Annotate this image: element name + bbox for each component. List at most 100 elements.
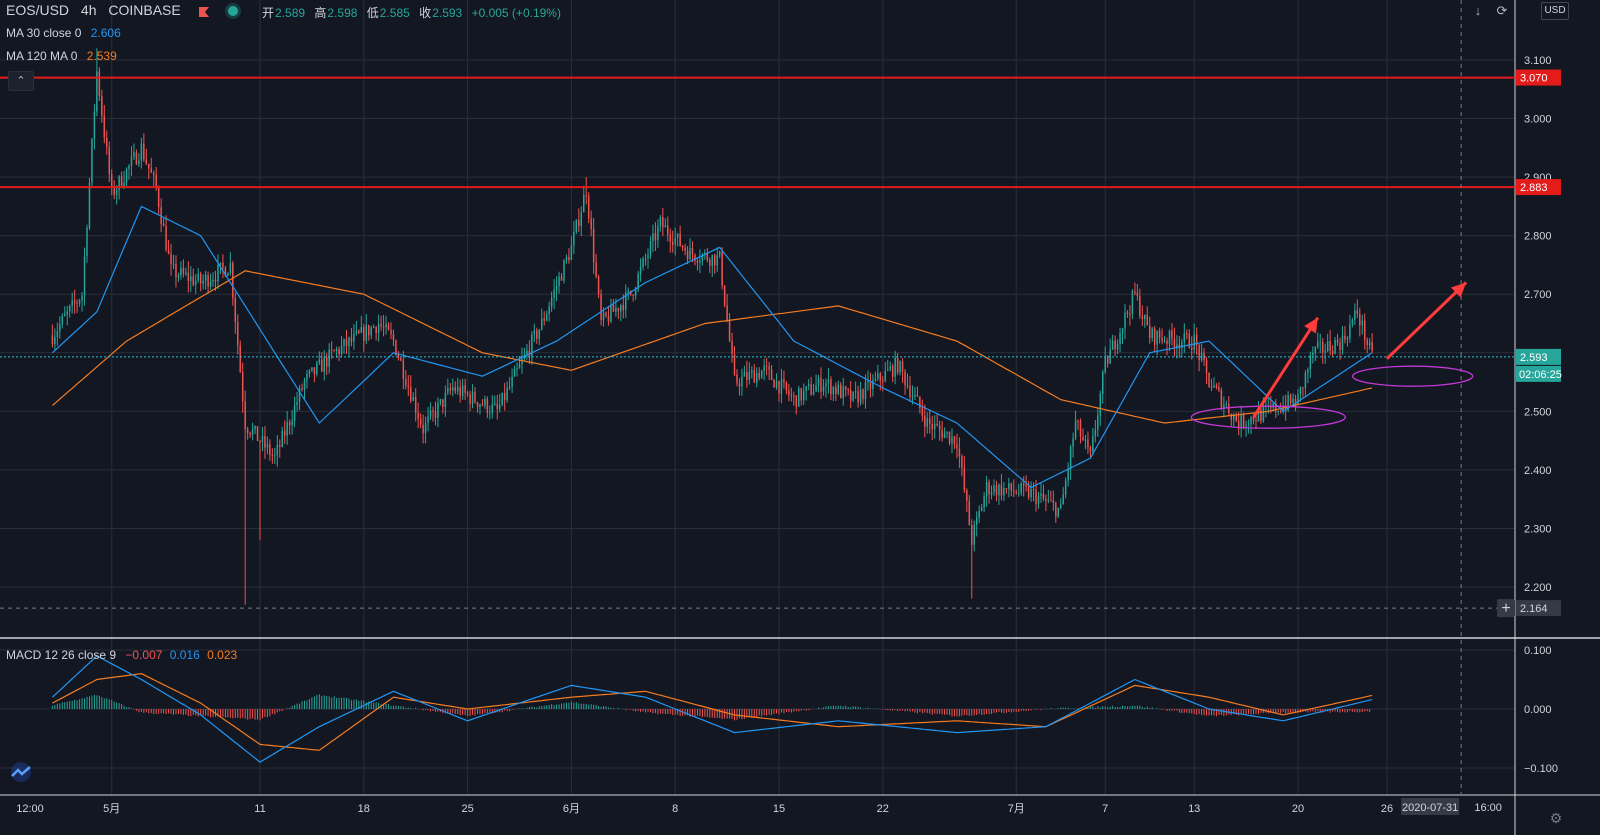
candle-body — [155, 174, 157, 188]
candle-body — [405, 379, 407, 386]
candle-body — [929, 418, 931, 424]
candle-body — [197, 273, 199, 281]
candle-body — [224, 267, 227, 277]
candle-body — [266, 444, 269, 448]
candle-body — [1208, 372, 1210, 387]
price-tick-label: 2.800 — [1524, 231, 1552, 243]
candle-body — [1193, 334, 1195, 350]
candle-body — [1047, 500, 1050, 502]
candle-body — [538, 329, 541, 339]
candle-body — [558, 276, 560, 287]
countdown-tag: 02:06:25 — [1519, 369, 1562, 381]
candle-body — [237, 322, 239, 346]
symbol-name[interactable]: EOS/USD — [6, 2, 70, 18]
close-label: 收 — [419, 6, 432, 20]
change-value: +0.005 (+0.19%) — [471, 6, 561, 20]
candle-body — [733, 354, 736, 375]
candle-body — [494, 403, 496, 405]
candle-body — [1022, 483, 1025, 486]
candle-body — [1190, 347, 1193, 350]
candle-body — [1010, 483, 1013, 491]
candle-body — [1341, 335, 1344, 351]
candle-body — [333, 350, 335, 352]
candle-body — [1334, 340, 1336, 354]
candle-body — [550, 298, 553, 307]
candle-body — [639, 267, 642, 274]
candle-body — [489, 412, 491, 414]
candle-body — [659, 217, 662, 227]
ohlc-readout: 开2.589 高2.598 低2.585 收2.593 +0.005 (+0.1… — [262, 4, 561, 21]
candle-body — [484, 398, 486, 406]
candle-body — [54, 336, 56, 344]
ma120-legend[interactable]: MA 120 MA 0 2.539 — [6, 49, 117, 63]
refresh-icon[interactable]: ⟳ — [1496, 3, 1508, 18]
candle-body — [1074, 420, 1077, 439]
candle-body — [847, 389, 849, 391]
candle-body — [669, 234, 672, 242]
candle-body — [716, 255, 718, 266]
candle-body — [390, 329, 392, 335]
candle-body — [1059, 504, 1062, 508]
candle-body — [904, 371, 906, 386]
resistance-mid-tag: 2.883 — [1520, 182, 1548, 194]
candle-body — [652, 233, 654, 242]
candle-body — [859, 389, 862, 403]
ma30-value: 2.606 — [90, 26, 121, 40]
tradingview-logo-icon[interactable] — [8, 762, 34, 782]
candle-body — [1151, 328, 1153, 339]
time-tick-label: 5月 — [103, 803, 120, 815]
low-value: 2.585 — [379, 6, 410, 20]
interval-label[interactable]: 4h — [80, 2, 97, 18]
macd-line — [51, 655, 1373, 763]
macd-signal-line — [52, 672, 1373, 751]
candle-body — [768, 366, 770, 370]
candle-body — [115, 189, 118, 196]
candle-body — [1079, 420, 1082, 437]
currency-button[interactable]: USD — [1541, 2, 1569, 20]
symbol-title[interactable]: EOS/USD 4h COINBASE — [6, 2, 181, 18]
candle-body — [93, 111, 96, 139]
candle-body — [971, 525, 973, 545]
candle-body — [699, 260, 701, 263]
candle-body — [785, 382, 788, 391]
gear-icon[interactable]: ⚙ — [1549, 810, 1563, 826]
candle-body — [1183, 333, 1186, 343]
candle-body — [1324, 351, 1326, 353]
flag-icon[interactable] — [198, 6, 210, 18]
crosshair-date-bg — [1401, 798, 1460, 815]
candle-body — [1272, 403, 1275, 408]
candle-body — [1210, 386, 1213, 388]
candle-body — [73, 300, 76, 304]
candle-body — [64, 314, 66, 316]
candle-body — [1230, 413, 1233, 420]
candle-body — [1017, 492, 1020, 494]
candle-body — [306, 373, 308, 381]
candle-body — [496, 403, 499, 410]
candle-body — [1032, 489, 1035, 491]
candle-body — [145, 159, 148, 164]
ma30-legend[interactable]: MA 30 close 0 2.606 — [6, 26, 121, 40]
candle-body — [1099, 394, 1102, 416]
candle-body — [363, 327, 365, 341]
last-price-tag-bg — [1516, 348, 1561, 365]
candle-body — [506, 387, 508, 401]
candle-body — [667, 225, 669, 235]
candle-body — [293, 405, 296, 421]
candle-body — [133, 152, 135, 157]
high-value: 2.598 — [327, 6, 358, 20]
candle-body — [199, 273, 202, 284]
arrow-down-icon[interactable]: ↓ — [1474, 3, 1482, 18]
candle-body — [1136, 292, 1139, 296]
candle-body — [1064, 480, 1067, 495]
candle-body — [1349, 324, 1351, 339]
macd-legend[interactable]: MACD 12 26 close 9 −0.007 0.016 0.023 — [6, 648, 237, 662]
candle-body — [194, 280, 197, 285]
candle-body — [372, 327, 375, 329]
candle-body — [1131, 291, 1134, 314]
candle-body — [350, 337, 353, 342]
candle-body — [165, 226, 167, 251]
chevron-up-icon[interactable]: ⌃ — [8, 71, 34, 91]
macd-tick-label: 0.100 — [1524, 645, 1552, 657]
